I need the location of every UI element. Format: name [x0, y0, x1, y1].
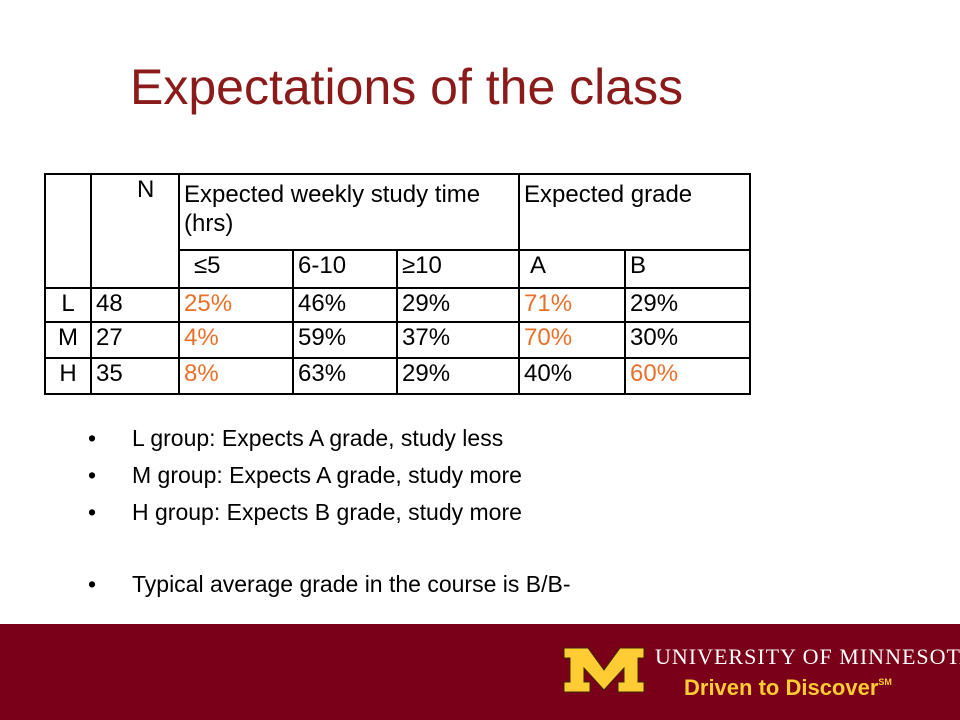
data-cell: 60%: [624, 357, 752, 395]
table-row: M 27 4% 59% 37% 70% 30%: [44, 321, 752, 359]
table-subheader-row: ≤5 6-10 ≥10 A B: [45, 249, 752, 289]
data-cell: 29%: [395, 287, 521, 323]
subheader-cell: A: [518, 249, 627, 289]
bullet-icon: •: [88, 425, 97, 451]
data-cell: 71%: [518, 287, 627, 323]
bullet-icon: •: [88, 571, 97, 597]
data-cell: 46%: [292, 287, 398, 323]
university-name: UNIVERSITY OF MINNESOTA: [655, 644, 960, 669]
list-item: • H group: Expects B grade, study more: [88, 494, 571, 531]
row-label: H: [44, 357, 92, 395]
n-cell: 48: [90, 287, 180, 323]
subheader-cell: B: [624, 249, 752, 289]
header-grade: Expected grade: [518, 173, 752, 251]
header-study-time: Expected weekly study time (hrs): [177, 173, 521, 251]
bullet-text: M group: Expects A grade, study more: [132, 462, 522, 488]
data-cell: 70%: [518, 321, 627, 359]
data-cell: 29%: [624, 287, 752, 323]
bullet-list: • L group: Expects A grade, study less • M…: [88, 420, 571, 603]
bullet-icon: •: [88, 499, 97, 525]
n-cell: 35: [90, 357, 180, 395]
data-cell: 59%: [292, 321, 398, 359]
expectations-table: N Expected weekly study time (hrs) Expec…: [44, 173, 752, 395]
tagline-text: Driven to Discover: [684, 675, 879, 700]
subheader-cell: 6-10: [292, 249, 398, 289]
bullet-icon: •: [88, 462, 97, 488]
data-cell: 25%: [178, 287, 294, 323]
header-n: N: [90, 173, 180, 289]
slide-title: Expectations of the class: [130, 59, 684, 115]
table-row: H 35 8% 63% 29% 40% 60%: [44, 357, 752, 395]
bullet-text: H group: Expects B grade, study more: [132, 499, 522, 525]
list-item: • M group: Expects A grade, study more: [88, 457, 571, 494]
data-cell: 8%: [178, 357, 294, 395]
data-cell: 37%: [395, 321, 521, 359]
data-cell: 40%: [518, 357, 627, 395]
data-cell: 30%: [624, 321, 752, 359]
block-m-logo-icon: [563, 647, 645, 693]
service-mark: SM: [878, 677, 892, 687]
bullet-text: Typical average grade in the course is B…: [132, 571, 571, 597]
n-cell: 27: [90, 321, 180, 359]
tagline: Driven to DiscoverSM: [684, 675, 892, 701]
list-item: • L group: Expects A grade, study less: [88, 420, 571, 457]
row-label: L: [44, 287, 92, 323]
data-cell: 63%: [292, 357, 398, 395]
table-header-row: N Expected weekly study time (hrs) Expec…: [44, 173, 752, 289]
subheader-cell: ≥10: [395, 249, 521, 289]
footer-banner: UNIVERSITY OF MINNESOTA Driven to Discov…: [0, 624, 960, 720]
data-cell: 4%: [178, 321, 294, 359]
data-cell: 29%: [395, 357, 521, 395]
bullet-text: L group: Expects A grade, study less: [132, 425, 504, 451]
corner-cell: [44, 173, 92, 289]
subheader-cell: ≤5: [178, 249, 294, 289]
row-label: M: [44, 321, 92, 359]
list-item: • Typical average grade in the course is …: [88, 566, 571, 603]
table-row: L 48 25% 46% 29% 71% 29%: [44, 287, 752, 323]
